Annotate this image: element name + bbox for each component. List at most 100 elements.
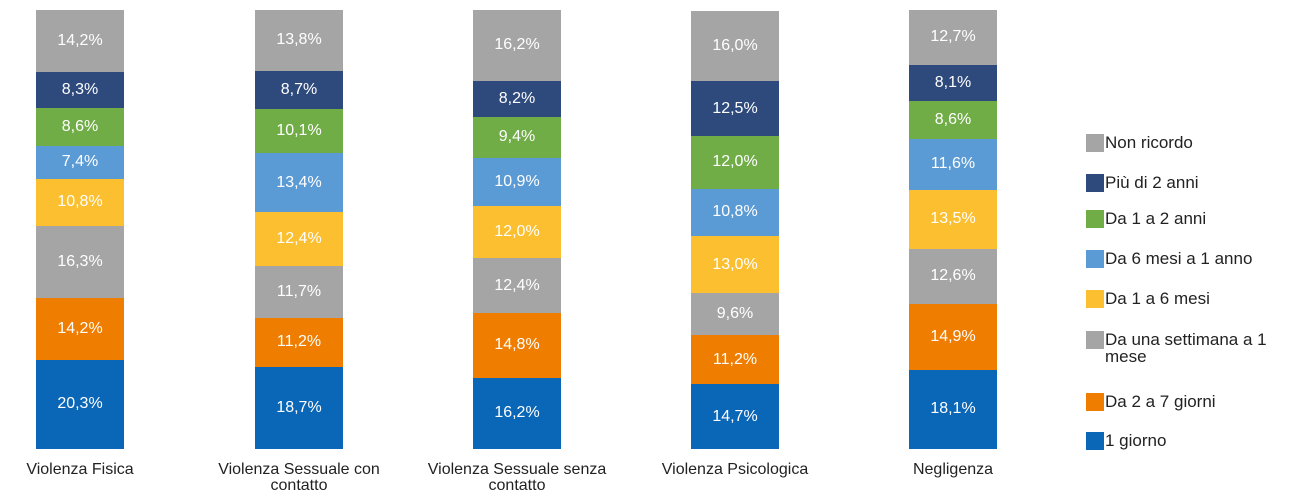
legend-label: Da 1 a 2 anni — [1105, 209, 1207, 228]
data-label: 16,2% — [494, 404, 540, 422]
data-label: 10,1% — [276, 121, 322, 139]
bar-segment: 12,4% — [255, 211, 343, 267]
bar-segment: 13,4% — [255, 153, 343, 212]
legend-label: 1 giorno — [1105, 431, 1167, 450]
legend-swatch — [1086, 174, 1104, 192]
bar-segment: 9,6% — [691, 293, 779, 336]
data-label: 10,9% — [494, 172, 540, 190]
data-label: 12,4% — [276, 230, 322, 248]
x-tick-label: Violenza Sessuale senza contatto — [427, 461, 607, 494]
bar-segment: 10,8% — [691, 188, 779, 237]
bar-segment: 13,0% — [691, 236, 779, 294]
data-label: 8,1% — [934, 74, 972, 92]
data-label: 16,0% — [712, 36, 758, 54]
data-label: 12,4% — [494, 276, 540, 294]
data-label: 7,4% — [61, 153, 99, 171]
data-label: 13,5% — [930, 210, 976, 228]
bar-segment: 16,3% — [36, 225, 124, 298]
bar-segment: 8,6% — [909, 100, 997, 139]
bar-segment: 16,2% — [473, 9, 561, 81]
bar-segment: 20,3% — [36, 359, 124, 449]
data-label: 18,1% — [930, 400, 976, 418]
data-label: 12,0% — [494, 223, 540, 241]
bar-segment: 16,0% — [691, 10, 779, 82]
data-label: 8,2% — [498, 89, 536, 107]
bar-segment: 11,2% — [691, 335, 779, 385]
data-label: 8,7% — [280, 80, 318, 98]
bar-segment: 14,2% — [36, 9, 124, 72]
legend-swatch — [1086, 331, 1104, 349]
bar-segment: 8,3% — [36, 71, 124, 109]
data-label: 14,7% — [712, 407, 758, 425]
data-label: 14,9% — [930, 327, 976, 345]
data-label: 11,2% — [712, 350, 758, 368]
legend-swatch — [1086, 250, 1104, 268]
legend-label: Da 6 mesi a 1 anno — [1105, 249, 1253, 268]
bar-segment: 14,7% — [691, 384, 779, 449]
data-label: 12,6% — [930, 267, 976, 285]
data-label: 8,6% — [934, 110, 972, 128]
data-label: 16,3% — [57, 252, 103, 270]
legend-swatch — [1086, 393, 1104, 411]
bar-segment: 16,2% — [473, 377, 561, 449]
bar-segment: 12,0% — [691, 135, 779, 189]
data-label: 13,4% — [276, 173, 322, 191]
legend-label: Più di 2 anni — [1105, 173, 1199, 192]
data-label: 10,8% — [712, 203, 758, 221]
data-label: 12,7% — [930, 28, 976, 46]
data-label: 13,0% — [712, 255, 758, 273]
data-label: 16,2% — [494, 36, 540, 54]
bar-segment: 8,1% — [909, 65, 997, 101]
x-tick-label: Violenza Sessuale con contatto — [218, 461, 380, 494]
bar-segment: 13,8% — [255, 10, 343, 71]
bar-segment: 12,0% — [473, 205, 561, 259]
bar-segment: 11,6% — [909, 138, 997, 190]
bar-segment: 10,8% — [36, 178, 124, 226]
bar-segment: 12,7% — [909, 9, 997, 66]
legend-swatch — [1086, 134, 1104, 152]
bar-segment: 11,2% — [255, 317, 343, 367]
x-tick-label: Violenza Psicologica — [661, 461, 809, 478]
data-label: 13,8% — [276, 31, 322, 49]
bar-segment: 9,4% — [473, 116, 561, 158]
data-label: 14,2% — [57, 319, 103, 337]
data-label: 12,0% — [712, 153, 758, 171]
data-label: 8,3% — [61, 81, 99, 99]
legend-swatch — [1086, 210, 1104, 228]
data-label: 11,6% — [930, 155, 976, 173]
legend-swatch — [1086, 290, 1104, 308]
legend-label: Da 1 a 6 mesi — [1105, 289, 1210, 308]
bar-segment: 14,2% — [36, 297, 124, 360]
legend-label: Non ricordo — [1105, 133, 1193, 152]
bar-segment: 10,1% — [255, 108, 343, 154]
bar-segment: 12,6% — [909, 248, 997, 305]
bar-segment: 14,9% — [909, 304, 997, 370]
bar-segment: 7,4% — [36, 146, 124, 179]
data-label: 14,8% — [494, 336, 540, 354]
bar-segment: 8,7% — [255, 70, 343, 109]
bar-segment: 8,2% — [473, 80, 561, 117]
bar-segment: 18,7% — [255, 366, 343, 449]
data-label: 9,4% — [498, 128, 536, 146]
bar-segment: 8,6% — [36, 108, 124, 147]
data-label: 12,5% — [712, 99, 758, 117]
bar-segment: 12,5% — [691, 81, 779, 136]
bar-segment: 12,4% — [473, 258, 561, 313]
data-label: 9,6% — [716, 305, 754, 323]
legend-label: Da una settimana a 1 mese — [1105, 330, 1267, 366]
data-label: 10,8% — [57, 193, 103, 211]
legend-label: Da 2 a 7 giorni — [1105, 392, 1216, 411]
data-label: 18,7% — [276, 398, 322, 416]
data-label: 8,6% — [61, 118, 99, 136]
bar-segment: 14,8% — [473, 312, 561, 378]
bar-segment: 11,7% — [255, 266, 343, 318]
x-tick-label: Negligenza — [912, 461, 994, 478]
data-label: 11,7% — [276, 283, 322, 301]
bar-segment: 18,1% — [909, 369, 997, 449]
data-label: 14,2% — [57, 31, 103, 49]
bar-segment: 10,9% — [473, 157, 561, 206]
x-tick-label: Violenza Fisica — [26, 461, 134, 478]
bar-segment: 13,5% — [909, 189, 997, 249]
legend-swatch — [1086, 432, 1104, 450]
